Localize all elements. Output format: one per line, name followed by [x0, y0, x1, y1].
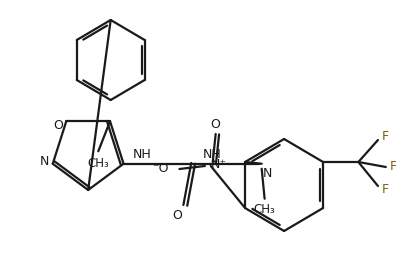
- Text: NH: NH: [203, 148, 222, 161]
- Text: F: F: [381, 131, 388, 143]
- Text: F: F: [390, 160, 396, 173]
- Text: N⁺: N⁺: [211, 157, 227, 171]
- Text: O: O: [211, 118, 221, 131]
- Text: ⁻O: ⁻O: [152, 163, 169, 176]
- Text: N: N: [40, 155, 50, 168]
- Text: N: N: [263, 167, 272, 180]
- Text: F: F: [381, 184, 388, 197]
- Text: O: O: [173, 209, 183, 222]
- Text: CH₃: CH₃: [88, 157, 109, 170]
- Text: O: O: [53, 119, 63, 132]
- Text: CH₃: CH₃: [254, 203, 276, 216]
- Text: NH: NH: [133, 148, 152, 161]
